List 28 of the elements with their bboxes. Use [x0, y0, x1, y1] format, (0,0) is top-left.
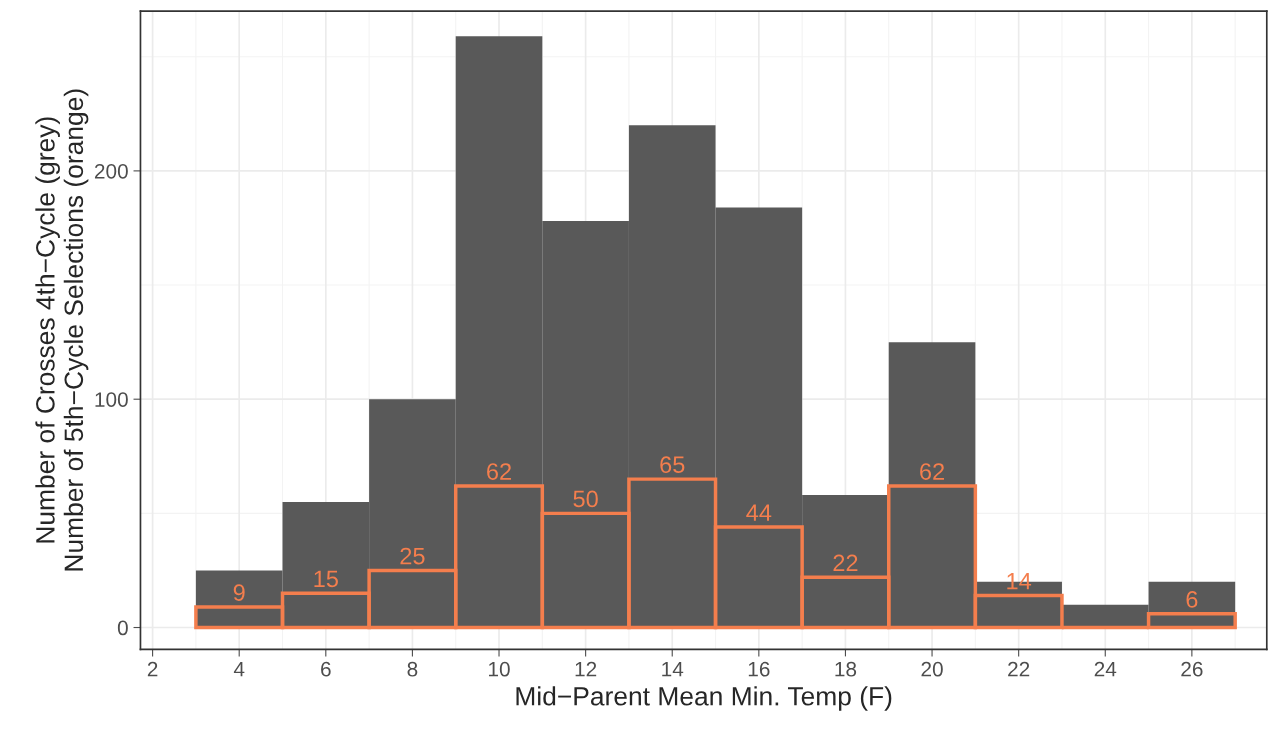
y-tick-label: 100	[95, 392, 128, 407]
x-tick-label: 6	[321, 661, 331, 677]
data-label: 25	[400, 547, 425, 565]
x-tick-label: 20	[921, 661, 943, 677]
y-axis-title: Number of Crosses 4th−Cycle (grey) Number of 5th−Cycle Selections (orange)	[35, 89, 89, 571]
data-label: 44	[746, 504, 772, 521]
y-tick-label: 200	[94, 163, 128, 179]
x-tick-label: 12	[575, 661, 597, 677]
x-tick-label: 26	[1181, 661, 1203, 677]
x-tick-label: 10	[489, 661, 510, 677]
x-tick-label: 22	[1008, 661, 1030, 677]
data-label: 15	[314, 570, 338, 588]
y-tick-label: 0	[117, 620, 128, 636]
data-label: 62	[487, 463, 511, 480]
x-tick-label: 24	[1094, 661, 1117, 677]
data-label: 50	[573, 490, 598, 508]
x-tick-label: 16	[748, 661, 770, 677]
x-tick-label: 2	[147, 661, 158, 677]
x-axis-title: Mid−Parent Mean Min. Temp (F)	[516, 686, 892, 711]
data-label: 22	[833, 554, 858, 571]
x-tick-label: 8	[407, 661, 418, 677]
x-tick-label: 18	[835, 661, 857, 677]
x-tick-label: 4	[233, 662, 245, 677]
x-tick-label: 14	[662, 662, 684, 677]
data-label: 62	[920, 463, 944, 480]
data-label: 65	[660, 456, 685, 474]
data-label: 9	[233, 584, 245, 601]
data-label: 6	[1186, 591, 1198, 608]
